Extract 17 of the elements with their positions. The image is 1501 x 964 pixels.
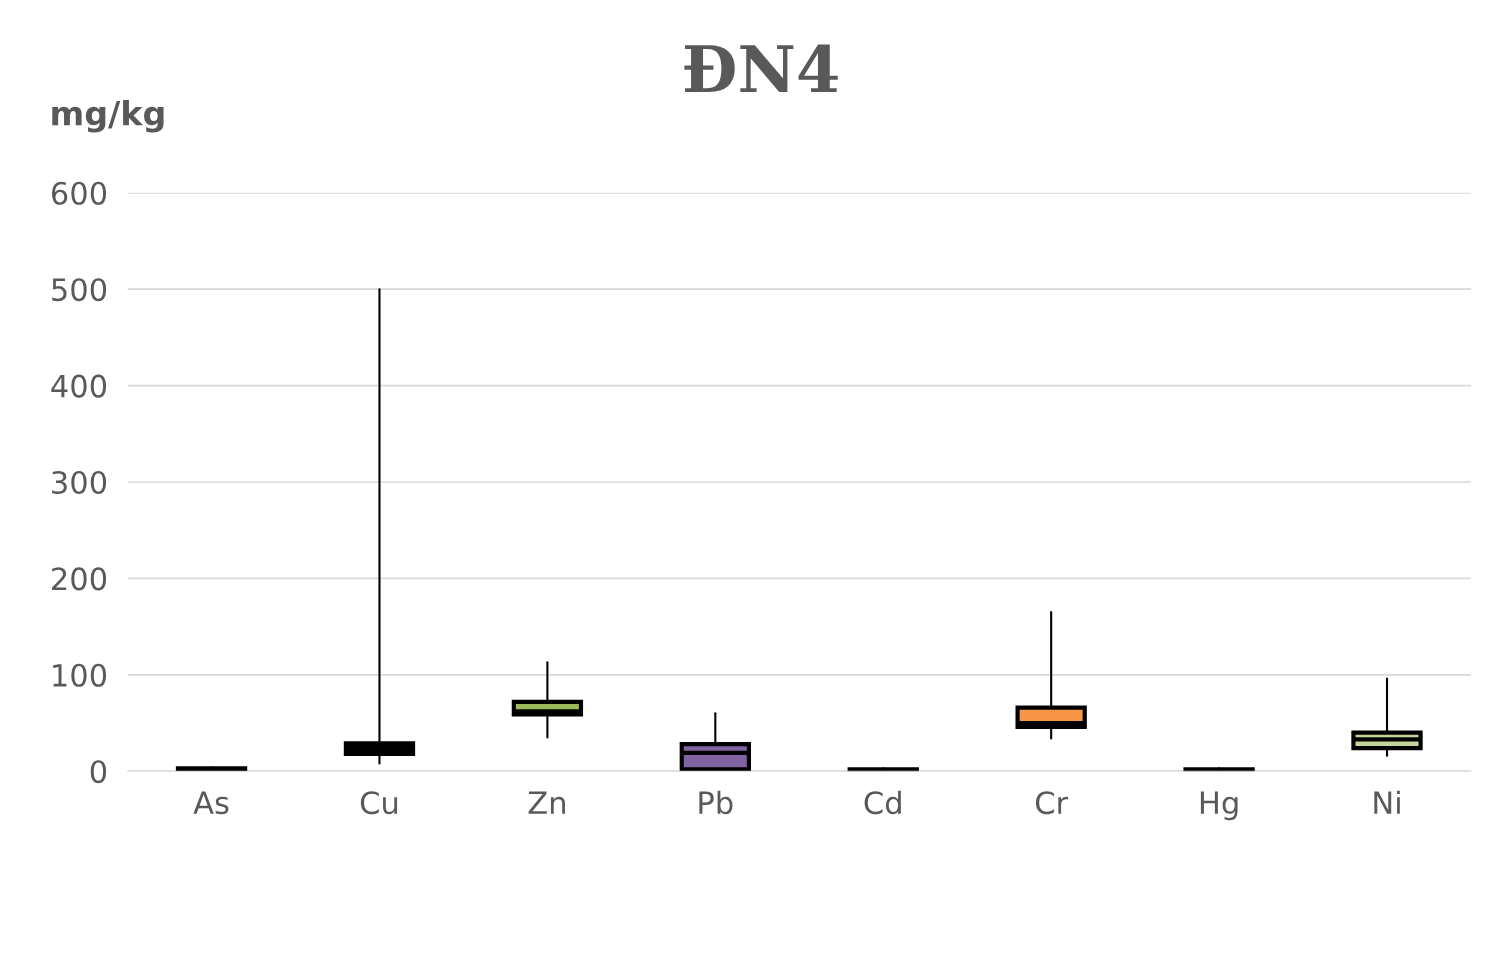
y-tick-label: 300: [52, 470, 107, 495]
x-tick-label: Ni: [1374, 790, 1400, 814]
x-tick-label: As: [193, 791, 229, 815]
chart-title: ĐN4: [684, 44, 838, 92]
y-tick-label: 600: [51, 181, 107, 205]
y-tick-label: 100: [53, 663, 107, 687]
x-tick-label: Pb: [699, 790, 733, 815]
x-tick-label: Cr: [1035, 791, 1069, 815]
x-tick-label: Cu: [360, 791, 398, 815]
y-tick-label: 500: [52, 278, 107, 302]
x-tick-label: Zn: [528, 791, 565, 814]
y-tick-label: 400: [51, 374, 107, 398]
x-tick-label: Hg: [1200, 791, 1238, 821]
x-tick-label: Cd: [864, 790, 901, 815]
y-tick-label: 0: [90, 760, 107, 784]
y-tick-label: 200: [52, 567, 107, 591]
y-axis-title: mg/kg: [52, 99, 164, 133]
